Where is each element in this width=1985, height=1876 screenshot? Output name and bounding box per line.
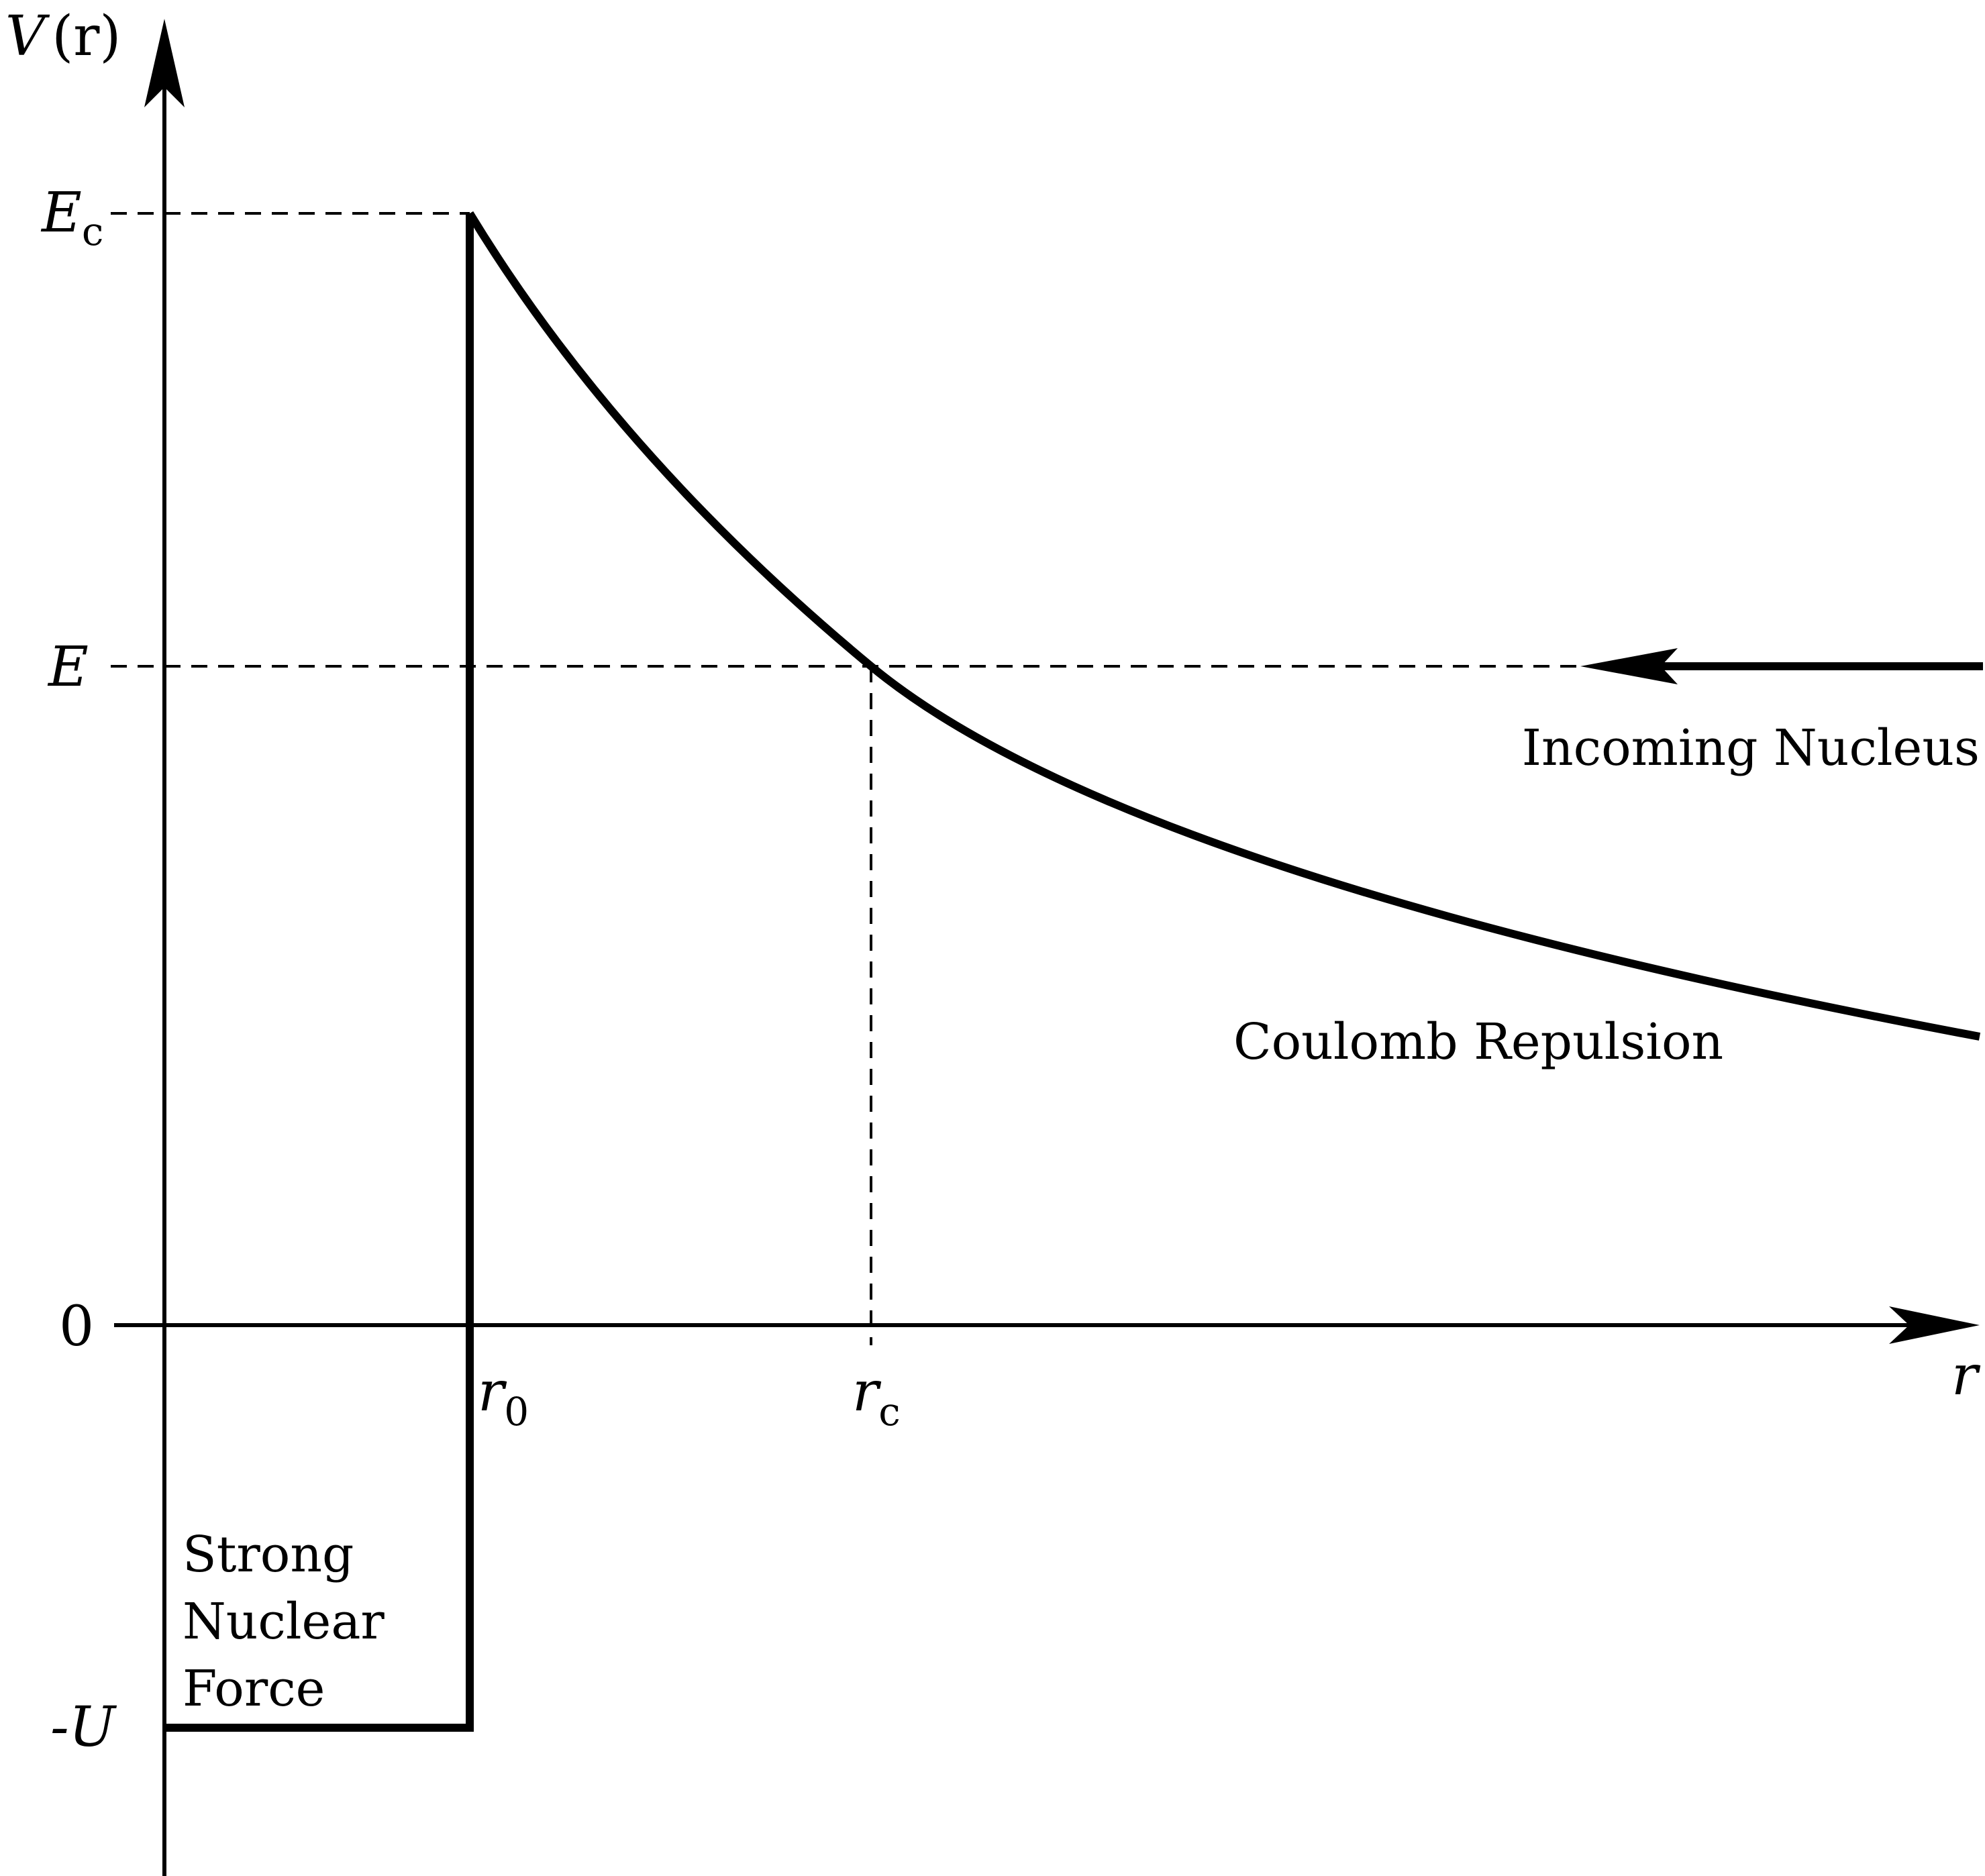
x-axis-arrowhead bbox=[1889, 1306, 1980, 1344]
potential-well bbox=[164, 213, 474, 1732]
rc-label: rc bbox=[852, 1360, 901, 1435]
zero-label: 0 bbox=[59, 1295, 94, 1359]
incoming-nucleus-label: Incoming Nucleus bbox=[1522, 719, 1980, 777]
ec-label: Ec bbox=[40, 181, 103, 254]
minus-u-label: -U bbox=[50, 1696, 117, 1759]
coulomb-repulsion-label: Coulomb Repulsion bbox=[1233, 1013, 1723, 1071]
x-axis-label: r bbox=[1951, 1344, 1981, 1408]
y-axis-arrowhead bbox=[144, 19, 185, 107]
r0-label: r0 bbox=[478, 1360, 529, 1435]
coulomb-curve bbox=[466, 211, 1981, 1041]
strong-force-line-2: Nuclear bbox=[183, 1593, 385, 1651]
strong-force-line-1: Strong bbox=[183, 1526, 354, 1583]
incoming-arrowhead bbox=[1580, 648, 1678, 684]
strong-force-line-3: Force bbox=[183, 1660, 325, 1718]
e-label: E bbox=[47, 635, 89, 699]
y-axis-label: V (r) bbox=[5, 5, 121, 68]
